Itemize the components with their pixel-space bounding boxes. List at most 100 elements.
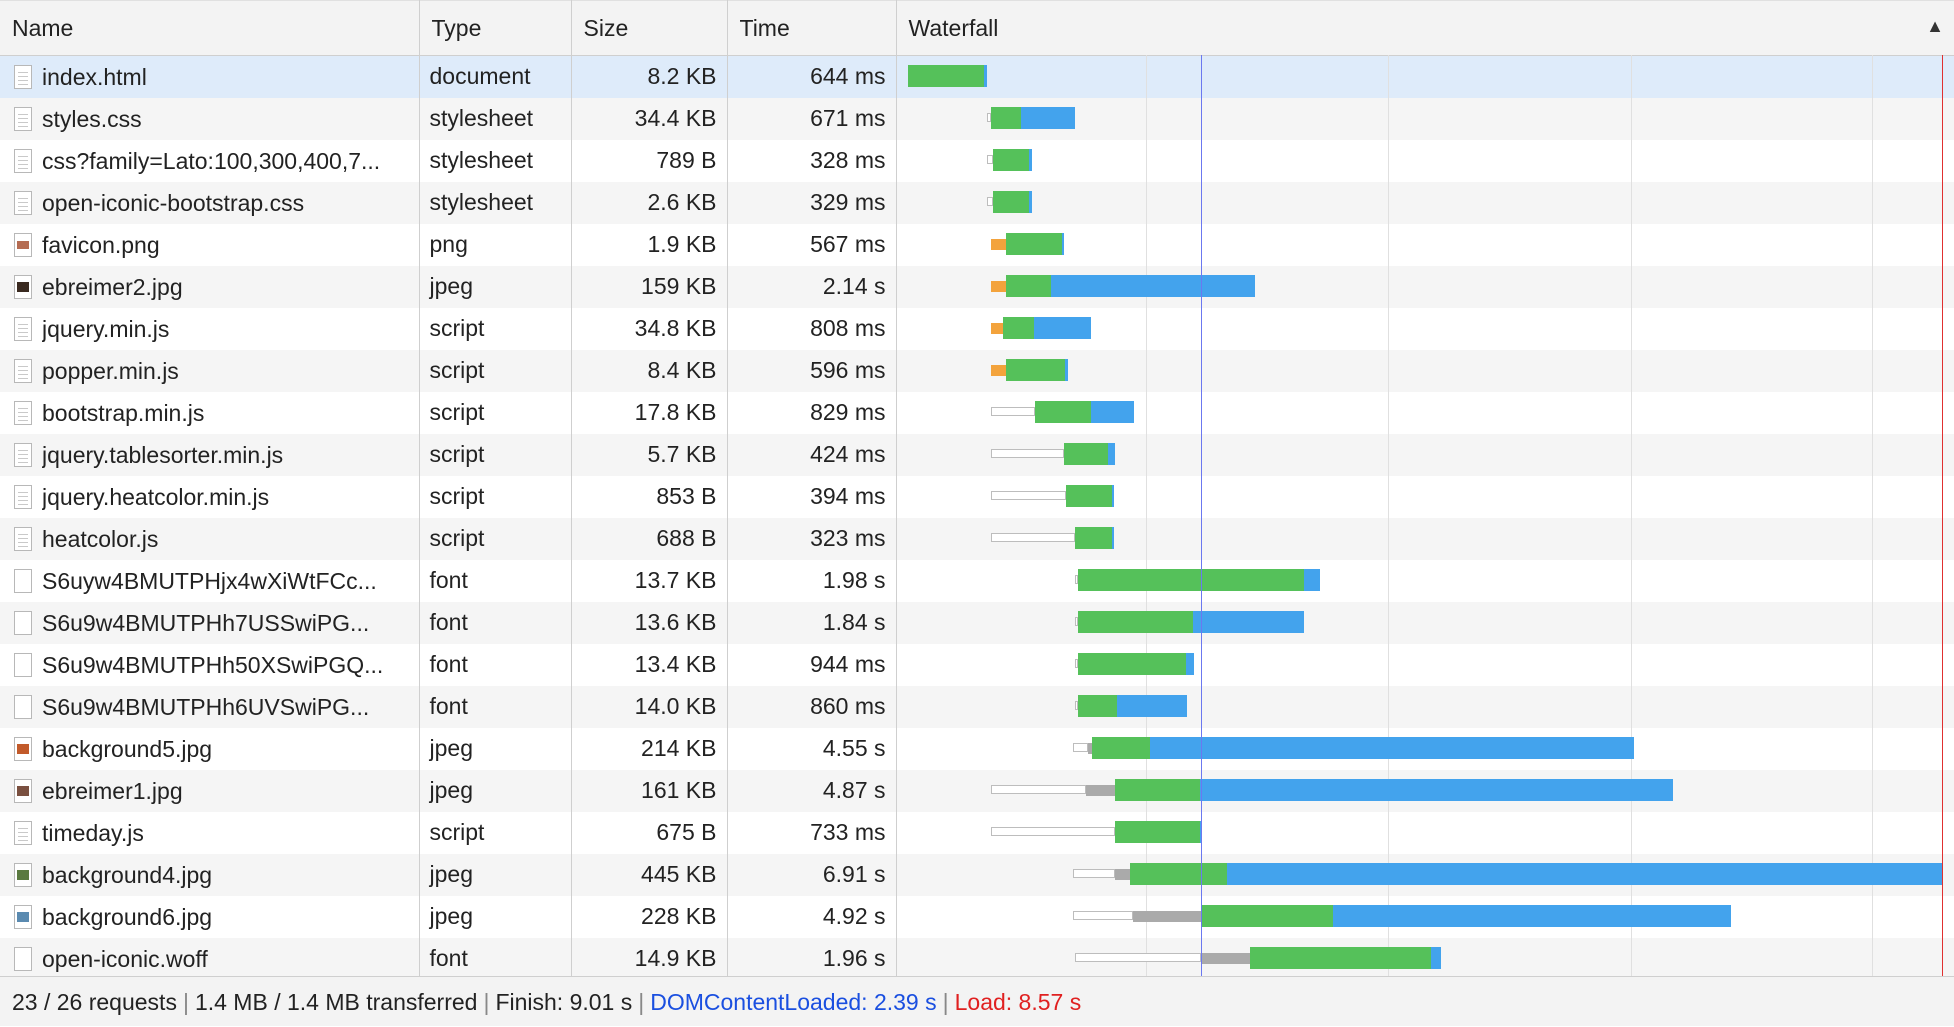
request-name-cell[interactable]: styles.css xyxy=(0,97,420,140)
request-row[interactable]: open-iconic-bootstrap.css stylesheet 2.6 K… xyxy=(0,181,1954,224)
request-waterfall-cell[interactable] xyxy=(896,266,1954,308)
request-row[interactable]: background5.jpg jpeg 214 KB 4.55 s xyxy=(0,727,1954,770)
font-icon xyxy=(14,695,32,720)
request-waterfall-cell[interactable] xyxy=(896,770,1954,812)
request-row[interactable]: jquery.heatcolor.min.js script 853 B 394 ms xyxy=(0,475,1954,518)
request-type: script xyxy=(419,349,572,392)
request-name-cell[interactable]: bootstrap.min.js xyxy=(0,391,420,434)
request-row[interactable]: css?family=Lato:100,300,400,7... styleshe… xyxy=(0,139,1954,182)
sort-ascending-icon[interactable]: ▲ xyxy=(1926,16,1944,36)
request-name-cell[interactable]: S6u9w4BMUTPHh50XSwiPGQ... xyxy=(0,643,420,686)
request-name-cell[interactable]: jquery.min.js xyxy=(0,307,420,350)
request-row[interactable]: S6u9w4BMUTPHh7USSwiPG... font 13.6 KB 1.84 … xyxy=(0,601,1954,644)
request-row[interactable]: ebreimer1.jpg jpeg 161 KB 4.87 s xyxy=(0,769,1954,812)
request-name: css?family=Lato:100,300,400,7... xyxy=(42,147,381,174)
request-time: 4.92 s xyxy=(727,895,897,938)
request-name-cell[interactable]: S6u9w4BMUTPHh7USSwiPG... xyxy=(0,601,420,644)
request-name-cell[interactable]: index.html xyxy=(0,55,420,98)
request-type: jpeg xyxy=(419,895,572,938)
request-row[interactable]: styles.css stylesheet 34.4 KB 671 ms xyxy=(0,97,1954,140)
request-waterfall-cell[interactable] xyxy=(896,98,1954,140)
request-waterfall-cell[interactable] xyxy=(896,392,1954,434)
request-row[interactable]: S6u9w4BMUTPHh6UVSwiPG... font 14.0 KB 860 m… xyxy=(0,685,1954,728)
request-name-cell[interactable]: background4.jpg xyxy=(0,853,420,896)
request-row[interactable]: bootstrap.min.js script 17.8 KB 829 ms xyxy=(0,391,1954,434)
request-waterfall-cell[interactable] xyxy=(896,350,1954,392)
font-icon xyxy=(14,569,32,594)
request-time: 644 ms xyxy=(727,55,897,98)
request-row[interactable]: timeday.js script 675 B 733 ms xyxy=(0,811,1954,854)
request-size: 14.0 KB xyxy=(571,685,728,728)
request-waterfall-cell[interactable] xyxy=(896,518,1954,560)
request-row[interactable]: open-iconic.woff font 14.9 KB 1.96 s xyxy=(0,937,1954,980)
request-row[interactable]: jquery.min.js script 34.8 KB 808 ms xyxy=(0,307,1954,350)
request-name-cell[interactable]: favicon.png xyxy=(0,223,420,266)
request-name-cell[interactable]: open-iconic-bootstrap.css xyxy=(0,181,420,224)
column-header-waterfall[interactable]: Waterfall ▲ xyxy=(896,0,1954,56)
request-waterfall-cell[interactable] xyxy=(896,686,1954,728)
request-size: 5.7 KB xyxy=(571,433,728,476)
request-row[interactable]: S6u9w4BMUTPHh50XSwiPGQ... font 13.4 KB 944 … xyxy=(0,643,1954,686)
request-waterfall-cell[interactable] xyxy=(896,602,1954,644)
request-name-cell[interactable]: background5.jpg xyxy=(0,727,420,770)
request-waterfall-cell[interactable] xyxy=(896,560,1954,602)
request-name-cell[interactable]: open-iconic.woff xyxy=(0,937,420,980)
image-icon xyxy=(14,905,32,930)
request-name-cell[interactable]: S6u9w4BMUTPHh6UVSwiPG... xyxy=(0,685,420,728)
request-waterfall-cell[interactable] xyxy=(896,308,1954,350)
column-header-time[interactable]: Time xyxy=(727,0,897,56)
image-icon xyxy=(14,275,32,300)
request-type: script xyxy=(419,391,572,434)
request-waterfall-cell[interactable] xyxy=(896,140,1954,182)
transferred-size: 1.4 MB / 1.4 MB transferred xyxy=(194,989,478,1015)
column-header-size[interactable]: Size xyxy=(571,0,728,56)
request-type: script xyxy=(419,517,572,560)
request-name-cell[interactable]: background6.jpg xyxy=(0,895,420,938)
request-waterfall-cell[interactable] xyxy=(896,182,1954,224)
request-row[interactable]: S6uyw4BMUTPHjx4wXiWtFCc... font 13.7 KB 1.9… xyxy=(0,559,1954,602)
request-name: open-iconic-bootstrap.css xyxy=(42,189,305,216)
request-name-cell[interactable]: jquery.tablesorter.min.js xyxy=(0,433,420,476)
request-waterfall-cell[interactable] xyxy=(896,896,1954,938)
request-name-cell[interactable]: timeday.js xyxy=(0,811,420,854)
request-type: jpeg xyxy=(419,769,572,812)
request-row[interactable]: index.html document 8.2 KB 644 ms xyxy=(0,55,1954,98)
request-row[interactable]: jquery.tablesorter.min.js script 5.7 KB 424… xyxy=(0,433,1954,476)
request-type: stylesheet xyxy=(419,97,572,140)
request-type: jpeg xyxy=(419,265,572,308)
request-row[interactable]: favicon.png png 1.9 KB 567 ms xyxy=(0,223,1954,266)
request-name-cell[interactable]: heatcolor.js xyxy=(0,517,420,560)
document-icon xyxy=(14,191,32,216)
request-waterfall-cell[interactable] xyxy=(896,812,1954,854)
request-row[interactable]: background4.jpg jpeg 445 KB 6.91 s xyxy=(0,853,1954,896)
request-time: 329 ms xyxy=(727,181,897,224)
request-waterfall-cell[interactable] xyxy=(896,644,1954,686)
request-name-cell[interactable]: css?family=Lato:100,300,400,7... xyxy=(0,139,420,182)
request-type: document xyxy=(419,55,572,98)
request-type: jpeg xyxy=(419,853,572,896)
request-type: stylesheet xyxy=(419,181,572,224)
request-name-cell[interactable]: ebreimer1.jpg xyxy=(0,769,420,812)
request-row[interactable]: background6.jpg jpeg 228 KB 4.92 s xyxy=(0,895,1954,938)
request-name-cell[interactable]: popper.min.js xyxy=(0,349,420,392)
request-row[interactable]: ebreimer2.jpg jpeg 159 KB 2.14 s xyxy=(0,265,1954,308)
request-waterfall-cell[interactable] xyxy=(896,938,1954,980)
column-header-type[interactable]: Type xyxy=(419,0,572,56)
request-waterfall-cell[interactable] xyxy=(896,728,1954,770)
request-size: 159 KB xyxy=(571,265,728,308)
request-name: bootstrap.min.js xyxy=(42,399,205,426)
column-header-name[interactable]: Name xyxy=(0,0,420,56)
request-name: S6u9w4BMUTPHh6UVSwiPG... xyxy=(42,693,370,720)
request-name-cell[interactable]: S6uyw4BMUTPHjx4wXiWtFCc... xyxy=(0,559,420,602)
request-row[interactable]: heatcolor.js script 688 B 323 ms xyxy=(0,517,1954,560)
request-name-cell[interactable]: ebreimer2.jpg xyxy=(0,265,420,308)
request-name-cell[interactable]: jquery.heatcolor.min.js xyxy=(0,475,420,518)
request-waterfall-cell[interactable] xyxy=(896,224,1954,266)
request-type: script xyxy=(419,433,572,476)
request-waterfall-cell[interactable] xyxy=(896,476,1954,518)
request-time: 323 ms xyxy=(727,517,897,560)
request-waterfall-cell[interactable] xyxy=(896,854,1954,896)
request-waterfall-cell[interactable] xyxy=(896,434,1954,476)
request-waterfall-cell[interactable] xyxy=(896,56,1954,98)
request-row[interactable]: popper.min.js script 8.4 KB 596 ms xyxy=(0,349,1954,392)
